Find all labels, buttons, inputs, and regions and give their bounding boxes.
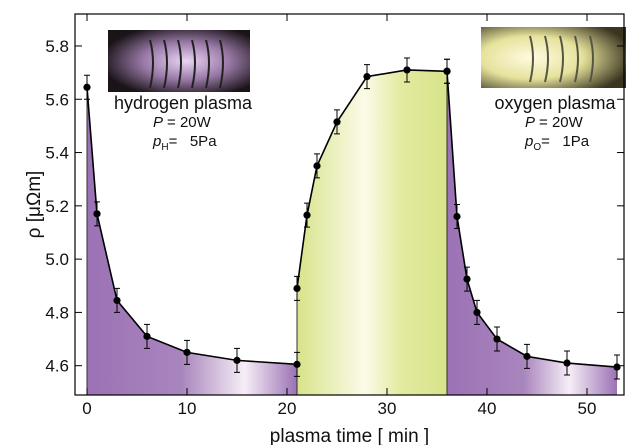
- x-tick-label: 10: [178, 399, 197, 418]
- x-tick-label: 0: [82, 399, 91, 418]
- point: [363, 73, 371, 81]
- value: = 1Pa: [541, 133, 590, 150]
- point: [443, 67, 451, 75]
- annotation-pressure: pO= 1Pa: [524, 133, 590, 153]
- point: [233, 356, 241, 364]
- symbol: p: [152, 133, 161, 150]
- annotation-label: oxygen plasma: [494, 93, 616, 113]
- symbol: P: [525, 114, 535, 131]
- coil: [529, 35, 594, 83]
- point: [293, 284, 301, 293]
- point: [333, 118, 341, 126]
- value: = 20W: [539, 114, 584, 131]
- annotation-pressure: pH= 5Pa: [152, 133, 217, 153]
- plot-area: [83, 57, 621, 396]
- point: [83, 83, 91, 91]
- point: [463, 275, 471, 283]
- x-tick-label: 20: [278, 399, 297, 418]
- point: [473, 308, 481, 317]
- line: [446, 71, 618, 368]
- y-axis-label: ρ [μΩm]: [24, 171, 45, 239]
- x-tick-label: 40: [478, 399, 497, 418]
- y-tick-label: 4.8: [45, 303, 69, 322]
- y-tick-label: 5.6: [45, 90, 69, 109]
- frame: [74, 13, 625, 396]
- y-tick-label: 5.2: [45, 197, 69, 216]
- annotation-power: P = 20W: [525, 114, 584, 131]
- subscript: O: [533, 142, 541, 153]
- value: = 5Pa: [169, 133, 218, 150]
- annotation-label: hydrogen plasma: [114, 93, 253, 113]
- area: [447, 71, 617, 396]
- oxygen-photo: [481, 27, 626, 88]
- area: [297, 69, 447, 395]
- point: [113, 296, 121, 305]
- point: [293, 360, 301, 368]
- y-tick-label: 5.4: [45, 144, 69, 163]
- y-tick-label: 5.0: [45, 250, 69, 269]
- subscript: H: [161, 142, 168, 153]
- x-tick-label: 30: [378, 399, 397, 418]
- point: [523, 352, 531, 360]
- x-tick-label: 50: [578, 399, 597, 418]
- area: [87, 87, 297, 396]
- point: [143, 332, 151, 340]
- y-tick-label: 5.8: [45, 37, 69, 56]
- symbol: p: [524, 133, 533, 150]
- point: [303, 211, 311, 219]
- x-axis-label: plasma time [ min ]: [270, 426, 429, 445]
- symbol: P: [153, 114, 163, 131]
- point: [403, 66, 411, 74]
- value: = 20W: [167, 114, 212, 131]
- point: [93, 210, 101, 218]
- coil: [149, 39, 224, 89]
- point: [493, 335, 501, 343]
- annotation-power: P = 20W: [153, 114, 212, 131]
- point: [613, 363, 621, 371]
- point: [453, 212, 461, 221]
- point: [563, 359, 571, 367]
- y-tick-label: 4.6: [45, 357, 69, 376]
- point: [183, 348, 191, 356]
- point: [313, 162, 321, 170]
